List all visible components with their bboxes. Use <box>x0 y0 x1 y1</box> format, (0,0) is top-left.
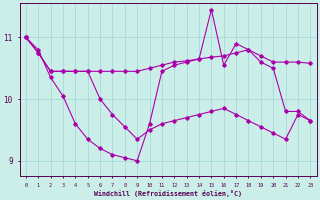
X-axis label: Windchill (Refroidissement éolien,°C): Windchill (Refroidissement éolien,°C) <box>94 190 242 197</box>
